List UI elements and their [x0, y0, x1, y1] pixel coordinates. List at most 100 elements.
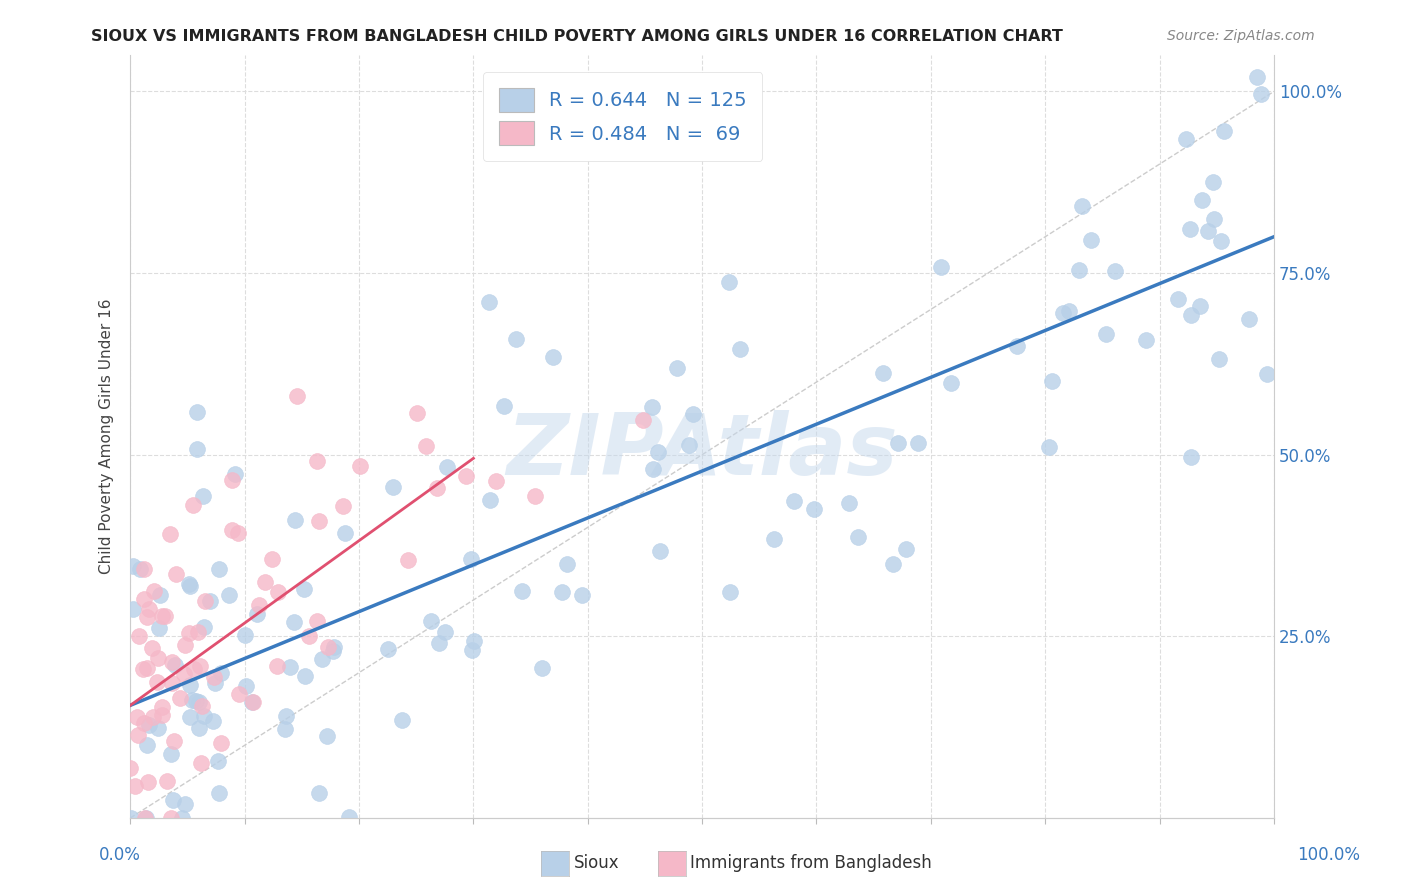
Point — [929, 260, 952, 275]
Point — [551, 584, 574, 599]
Point — [228, 687, 250, 701]
Point — [647, 445, 669, 459]
Point — [218, 588, 240, 602]
Point — [557, 557, 579, 571]
Point — [323, 640, 346, 655]
Point — [187, 695, 209, 709]
Point — [1071, 199, 1094, 213]
Point — [148, 621, 170, 635]
Point — [179, 709, 201, 723]
Point — [1042, 374, 1064, 388]
Point — [246, 607, 269, 622]
Point — [391, 713, 413, 727]
Point — [132, 716, 155, 731]
Point — [146, 650, 169, 665]
Point — [260, 552, 283, 566]
Point — [129, 562, 152, 576]
Point — [541, 350, 564, 364]
Point — [377, 641, 399, 656]
Point — [179, 626, 201, 640]
Point — [160, 811, 183, 825]
Point — [159, 747, 181, 761]
Point — [1180, 309, 1202, 323]
Point — [235, 679, 257, 693]
Point — [1080, 233, 1102, 247]
Point — [718, 585, 741, 599]
Point — [1202, 175, 1225, 189]
Point — [141, 641, 163, 656]
Point — [159, 526, 181, 541]
Point — [887, 435, 910, 450]
Point — [783, 493, 806, 508]
Point — [872, 366, 894, 380]
Point — [221, 473, 243, 487]
Point — [181, 499, 204, 513]
Point — [454, 469, 477, 483]
Point — [1175, 132, 1198, 146]
Point — [762, 532, 785, 546]
Point — [132, 592, 155, 607]
Point — [718, 275, 741, 289]
Point — [204, 676, 226, 690]
Point — [838, 496, 860, 510]
Point — [494, 399, 516, 413]
Point — [266, 658, 288, 673]
Point — [382, 480, 405, 494]
Text: Immigrants from Bangladesh: Immigrants from Bangladesh — [690, 855, 932, 872]
Point — [121, 602, 143, 616]
Point — [294, 669, 316, 683]
Point — [530, 660, 553, 674]
Point — [274, 709, 297, 723]
Point — [254, 575, 277, 590]
Point — [138, 717, 160, 731]
Point — [1250, 87, 1272, 101]
Point — [429, 636, 451, 650]
Point — [150, 608, 173, 623]
Point — [165, 567, 187, 582]
Point — [332, 499, 354, 513]
Point — [162, 793, 184, 807]
Point — [191, 698, 214, 713]
Point — [285, 389, 308, 403]
Point — [162, 733, 184, 747]
Point — [308, 786, 330, 800]
Point — [434, 625, 457, 640]
Point — [187, 722, 209, 736]
Point — [202, 714, 225, 728]
Point — [337, 810, 360, 824]
Point — [406, 406, 429, 420]
Point — [1038, 440, 1060, 454]
Point — [1197, 224, 1219, 238]
Point — [678, 438, 700, 452]
Point — [169, 690, 191, 705]
Point — [1005, 338, 1028, 352]
Point — [305, 614, 328, 628]
Point — [209, 736, 232, 750]
Text: ZIPAtlas: ZIPAtlas — [506, 410, 898, 493]
Point — [138, 774, 160, 789]
Y-axis label: Child Poverty Among Girls Under 16: Child Poverty Among Girls Under 16 — [100, 299, 114, 574]
Point — [1209, 234, 1232, 248]
Point — [641, 400, 664, 414]
Point — [316, 729, 339, 743]
Point — [307, 454, 329, 468]
Legend: R = 0.644   N = 125, R = 0.484   N =  69: R = 0.644 N = 125, R = 0.484 N = 69 — [484, 72, 762, 161]
Point — [939, 376, 962, 390]
Point — [186, 442, 208, 456]
Point — [179, 577, 201, 591]
Point — [146, 674, 169, 689]
Point — [186, 405, 208, 419]
Point — [479, 492, 502, 507]
Point — [460, 552, 482, 566]
Point — [127, 727, 149, 741]
Point — [1213, 124, 1236, 138]
Point — [666, 360, 689, 375]
Point — [198, 593, 221, 607]
Text: Source: ZipAtlas.com: Source: ZipAtlas.com — [1167, 29, 1315, 44]
Point — [120, 761, 142, 775]
Point — [179, 678, 201, 692]
Point — [308, 514, 330, 528]
Point — [136, 661, 159, 675]
Point — [173, 797, 195, 812]
Text: 100.0%: 100.0% — [1298, 846, 1360, 863]
